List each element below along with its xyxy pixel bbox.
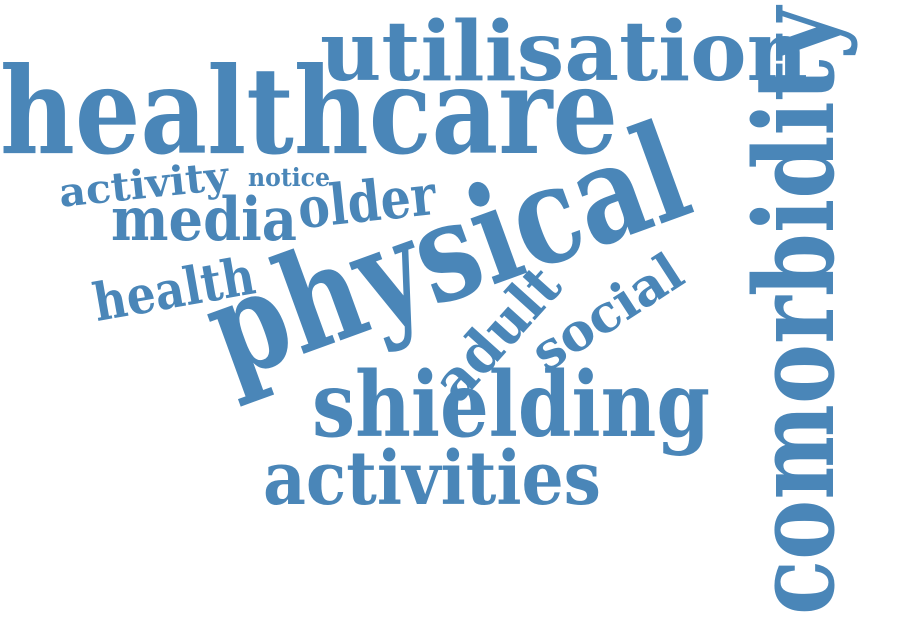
word-comorbidity: comorbidity (730, 4, 859, 615)
svg-text:comorbidity: comorbidity (730, 4, 859, 615)
svg-text:healthcare: healthcare (0, 41, 618, 182)
word-shielding: shielding (312, 352, 712, 458)
svg-text:older: older (295, 162, 440, 242)
svg-text:utilisation: utilisation (320, 4, 808, 100)
word-utilisation: utilisation (320, 4, 810, 100)
svg-text:shielding: shielding (312, 352, 710, 458)
word-activities: activities (263, 436, 603, 522)
svg-text:notice: notice (248, 163, 330, 192)
word-healthcare: healthcare (0, 41, 620, 182)
word-older: older (295, 162, 440, 242)
svg-text:media: media (111, 185, 297, 255)
word-notice: notice (248, 163, 332, 194)
word-media: media (111, 185, 299, 255)
svg-text:activities: activities (263, 436, 601, 522)
